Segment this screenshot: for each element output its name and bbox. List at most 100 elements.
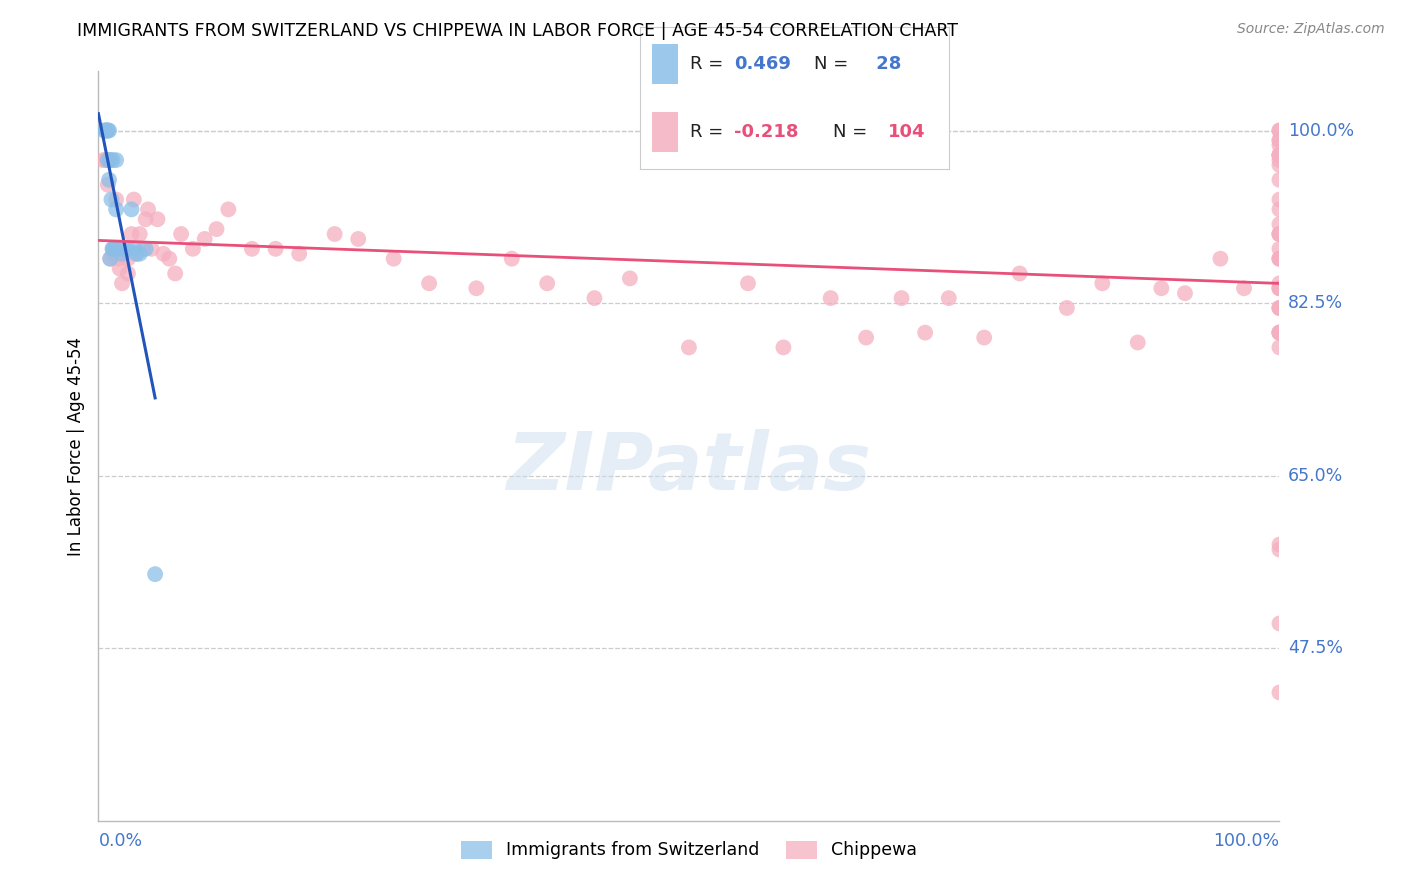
Point <box>125 246 148 260</box>
Point <box>1268 340 1291 354</box>
Point <box>1268 326 1291 340</box>
Point <box>1268 538 1291 552</box>
Text: N =: N = <box>832 123 873 141</box>
Point <box>98 173 121 187</box>
Point <box>890 291 912 305</box>
Point <box>107 252 129 266</box>
Point <box>820 291 842 305</box>
Point <box>288 246 311 260</box>
Point <box>105 242 128 256</box>
Point <box>737 277 759 291</box>
Point <box>104 246 127 260</box>
Point <box>108 246 131 260</box>
Point <box>111 246 134 260</box>
Text: R =: R = <box>690 123 730 141</box>
Point <box>678 340 700 354</box>
Point <box>1268 301 1291 315</box>
Point <box>108 242 131 256</box>
Point <box>1268 301 1291 315</box>
Point <box>105 193 128 207</box>
Point <box>536 277 558 291</box>
Text: 104: 104 <box>889 123 927 141</box>
Point <box>97 153 120 167</box>
Point <box>181 242 204 256</box>
Text: N =: N = <box>814 55 855 73</box>
Point <box>1268 252 1291 266</box>
Text: 28: 28 <box>870 55 901 73</box>
Legend: Immigrants from Switzerland, Chippewa: Immigrants from Switzerland, Chippewa <box>453 832 925 868</box>
Point <box>112 242 135 256</box>
Point <box>217 202 239 217</box>
Point <box>240 242 263 256</box>
Point <box>141 242 163 256</box>
Point <box>100 193 122 207</box>
Point <box>121 227 143 241</box>
Point <box>121 202 143 217</box>
Point <box>1268 123 1291 137</box>
Point <box>105 246 128 260</box>
Point <box>105 153 128 167</box>
Point <box>1268 326 1291 340</box>
Point <box>165 267 187 281</box>
Point <box>1268 138 1291 153</box>
Point <box>108 261 131 276</box>
Point <box>1174 286 1197 301</box>
Point <box>619 271 641 285</box>
Point <box>501 252 523 266</box>
Point <box>973 330 995 344</box>
Point <box>1268 153 1291 167</box>
Point <box>98 153 121 167</box>
Point <box>125 246 148 260</box>
Point <box>772 340 794 354</box>
Point <box>1268 133 1291 147</box>
Text: -0.218: -0.218 <box>734 123 799 141</box>
Point <box>98 252 121 266</box>
Point <box>104 242 127 256</box>
Point <box>135 242 157 256</box>
Point <box>152 246 174 260</box>
Point <box>1268 148 1291 162</box>
Text: ZIPatlas: ZIPatlas <box>506 429 872 508</box>
Point <box>1268 281 1291 295</box>
Point <box>323 227 346 241</box>
Bar <box>652 112 678 153</box>
Point <box>418 277 440 291</box>
Point <box>105 202 128 217</box>
Point <box>1268 227 1291 241</box>
Point <box>264 242 287 256</box>
Point <box>1126 335 1149 350</box>
Point <box>1268 148 1291 162</box>
Point <box>465 281 488 295</box>
Point <box>112 246 135 260</box>
Point <box>117 267 139 281</box>
Point <box>93 123 115 137</box>
Point <box>128 246 150 260</box>
Point <box>111 277 134 291</box>
Point <box>101 242 124 256</box>
Point <box>1091 277 1114 291</box>
Text: R =: R = <box>690 55 730 73</box>
Point <box>157 252 180 266</box>
Point <box>122 193 145 207</box>
Point <box>1056 301 1078 315</box>
Point <box>122 242 145 256</box>
Point <box>97 178 120 192</box>
Point <box>101 242 124 256</box>
Point <box>1233 281 1256 295</box>
Point <box>91 153 114 167</box>
Point <box>132 242 155 256</box>
Point <box>1268 326 1291 340</box>
Point <box>98 153 121 167</box>
Point <box>1008 267 1031 281</box>
Point <box>94 123 117 137</box>
Point <box>101 153 124 167</box>
Point <box>1268 227 1291 241</box>
Point <box>1268 252 1291 266</box>
Point <box>583 291 606 305</box>
Point <box>1268 148 1291 162</box>
Text: Source: ZipAtlas.com: Source: ZipAtlas.com <box>1237 22 1385 37</box>
Text: 82.5%: 82.5% <box>1288 294 1343 312</box>
Point <box>382 252 405 266</box>
Point <box>1268 217 1291 231</box>
Point <box>1268 542 1291 557</box>
